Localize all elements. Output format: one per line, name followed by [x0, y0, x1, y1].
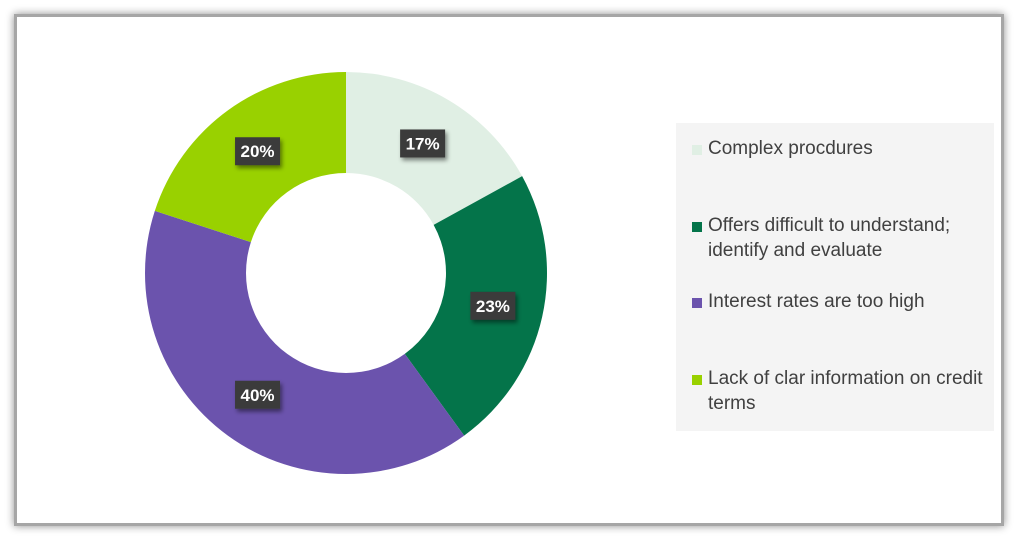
legend-label: Interest rates are too high [708, 291, 925, 312]
legend-item: Complex procdures [676, 136, 990, 161]
data-label: 17% [400, 129, 446, 158]
donut-slice [145, 210, 465, 475]
data-label-box [470, 291, 516, 320]
legend-swatch [692, 298, 702, 308]
legend-item: Lack of clar information on credit terms [676, 366, 990, 416]
data-label-box [235, 380, 281, 409]
legend-label: Complex procdures [708, 138, 873, 159]
legend-swatch [692, 222, 702, 232]
legend-label: Offers difficult to understand; identify… [708, 215, 951, 261]
data-label: 40% [235, 380, 281, 409]
data-label-text: 17% [406, 134, 440, 153]
data-label-box [235, 137, 281, 166]
legend-item: Interest rates are too high [676, 289, 990, 314]
legend-swatch [692, 375, 702, 385]
data-label-text: 20% [241, 142, 275, 161]
chart-legend: Complex procdures Offers difficult to un… [676, 123, 994, 431]
legend-swatch [692, 145, 702, 155]
data-label-text: 40% [241, 386, 275, 405]
data-label-text: 23% [476, 297, 510, 316]
legend-item: Offers difficult to understand; identify… [676, 213, 990, 263]
data-label-box [400, 129, 446, 158]
data-label: 23% [470, 291, 516, 320]
legend-label: Lack of clar information on credit terms [708, 368, 983, 414]
data-label: 20% [235, 137, 281, 166]
